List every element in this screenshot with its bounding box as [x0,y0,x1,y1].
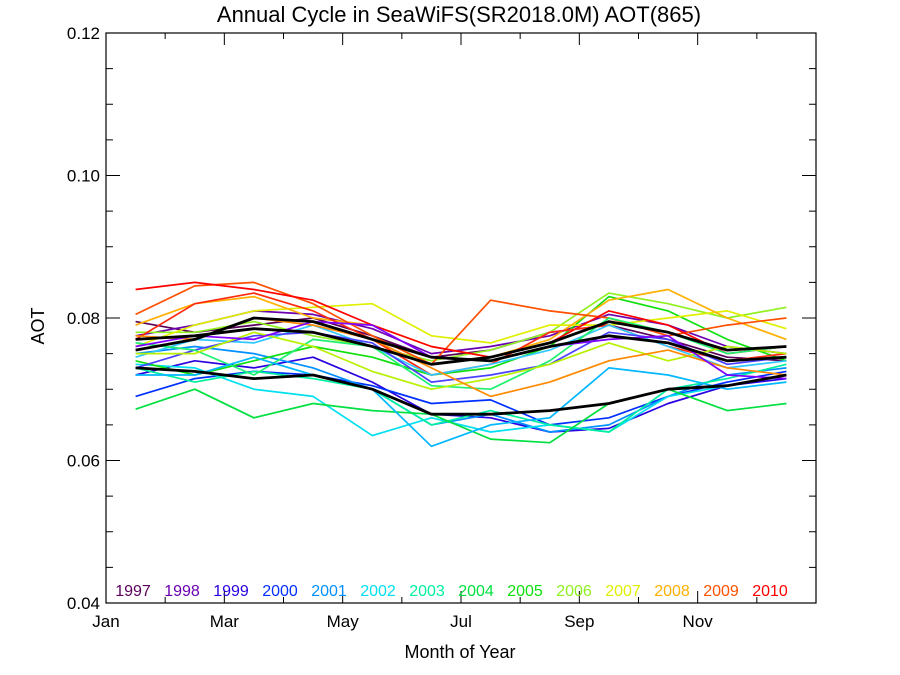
chart-title: Annual Cycle in SeaWiFS(SR2018.0M) AOT(8… [217,2,701,27]
legend-item-2004: 2004 [458,583,494,600]
x-tick-label: May [327,612,360,631]
legend: 1997 1998 1999 2000 2001 2002 2003 2004 2005 2006… [115,583,788,600]
x-axis: Jan Mar May Jul Sep Nov [92,33,817,631]
x-axis-label: Month of Year [404,642,515,662]
legend-item-2009: 2009 [703,583,739,600]
series-line-2010 [135,281,787,359]
legend-item-2005: 2005 [507,583,543,600]
legend-item-2008: 2008 [654,583,690,600]
x-tick-label: Jul [450,612,472,631]
legend-item-1999: 1999 [213,583,249,600]
legend-item-2006: 2006 [556,583,592,600]
legend-item-2010: 2010 [752,583,788,600]
x-tick-label: Mar [210,612,240,631]
y-tick-label: 0.04 [67,594,100,613]
series-line-2002 [135,363,787,437]
legend-item-1998: 1998 [164,583,200,600]
series-line-extra-15 [135,324,787,376]
series-line-extra-20 [135,356,787,448]
x-tick-label: Jan [92,612,119,631]
series-line-2008 [135,288,787,359]
series-line-2006 [135,292,787,362]
series-line-extra-23 [135,316,787,363]
y-tick-label: 0.10 [67,167,100,186]
plot-lines [135,281,787,448]
plot-frame [105,32,817,604]
y-tick-label: 0.06 [67,452,100,471]
y-axis-label: AOT [28,307,48,344]
series-line-2007 [135,302,787,348]
series-line-extra-18 [135,331,787,391]
y-axis: 0.04 0.06 0.08 0.10 0.12 [67,24,816,613]
legend-item-2007: 2007 [605,583,641,600]
x-tick-label: Sep [564,612,594,631]
legend-item-2001: 2001 [311,583,347,600]
series-line-1999 [135,356,787,433]
series-line-extra-24 [135,366,787,416]
x-tick-label: Nov [683,612,714,631]
legend-item-2000: 2000 [262,583,298,600]
y-tick-label: 0.12 [67,24,100,43]
series-line-2004 [135,388,787,444]
series-line-2005 [135,295,787,376]
y-tick-label: 0.08 [67,309,100,328]
legend-item-2002: 2002 [360,583,396,600]
legend-item-1997: 1997 [115,583,151,600]
series-line-extra-22 [135,320,787,366]
legend-item-2003: 2003 [409,583,445,600]
